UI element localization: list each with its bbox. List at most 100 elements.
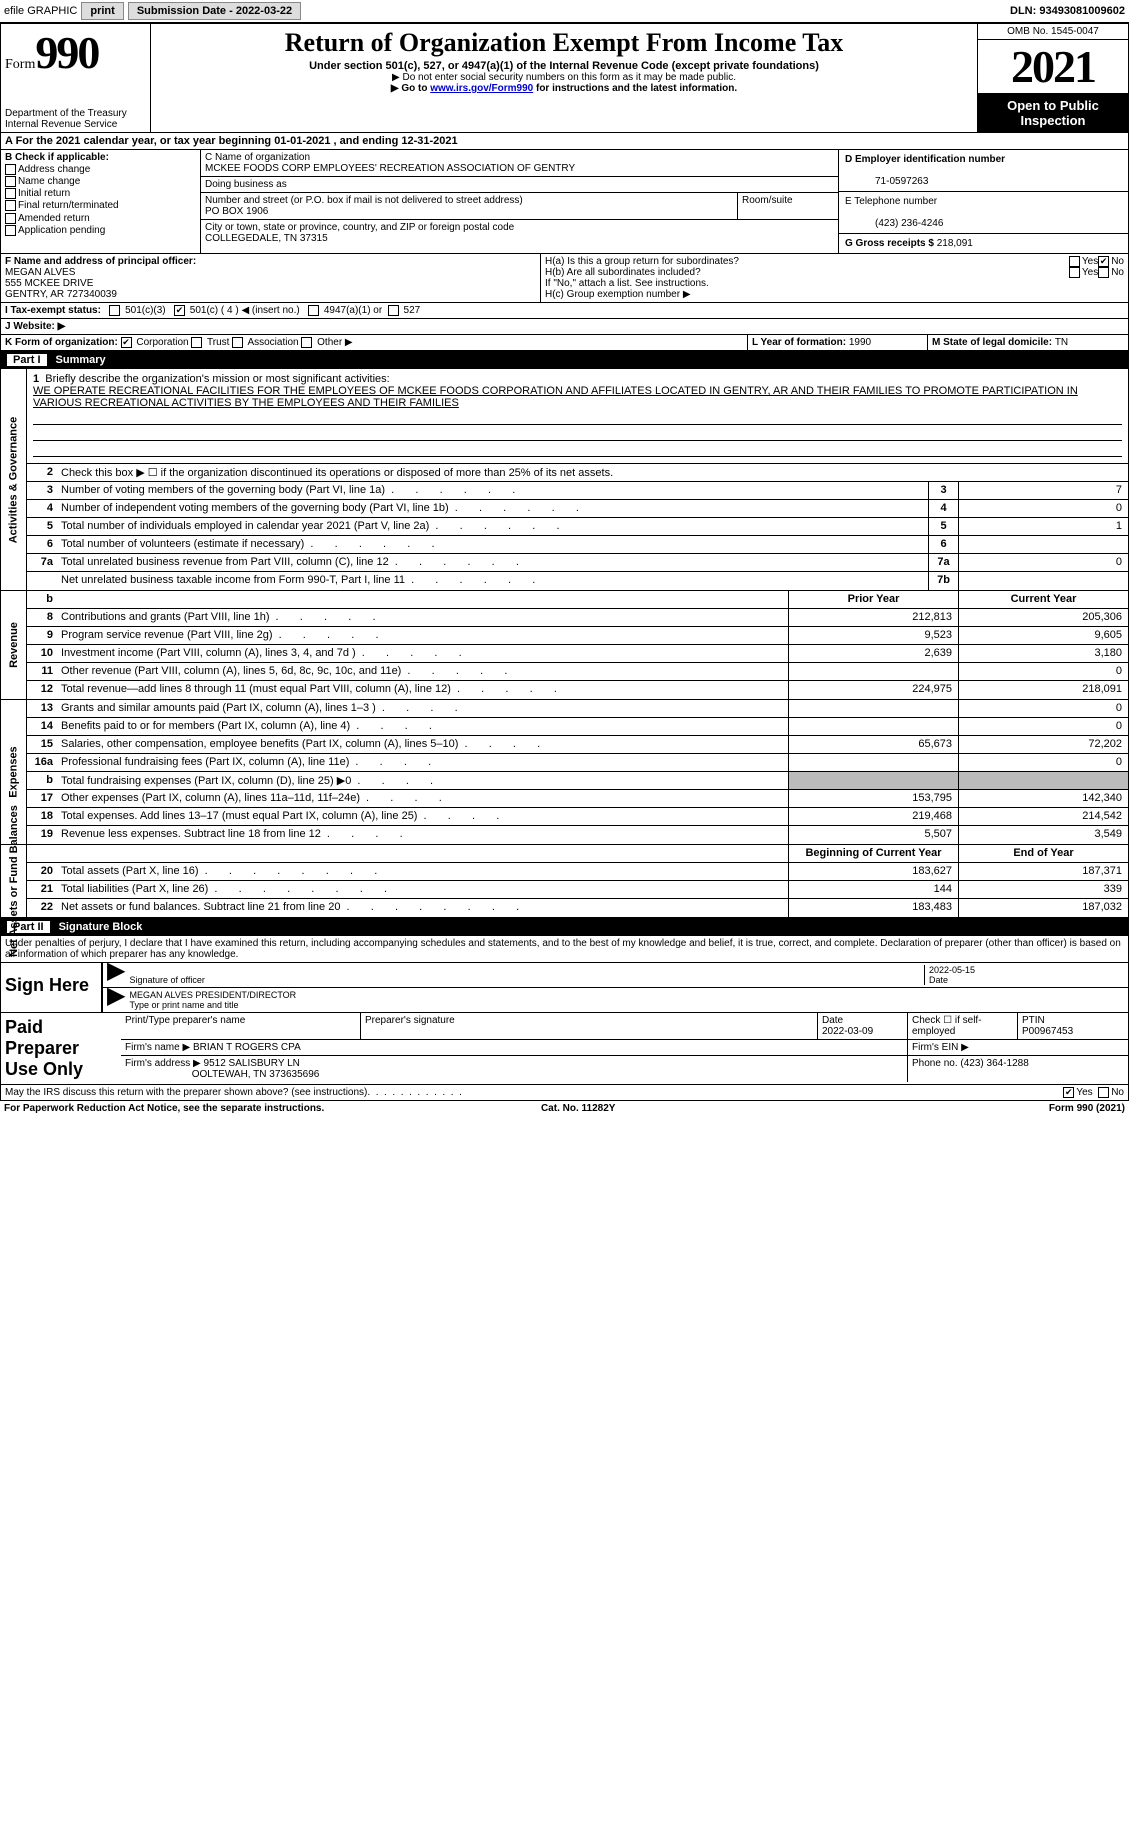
discuss-no[interactable] (1098, 1087, 1109, 1098)
line-j: J Website: ▶ (0, 319, 1129, 335)
chk-other[interactable] (301, 337, 312, 348)
chk-final-return[interactable]: Final return/terminated (5, 200, 196, 211)
hb-no[interactable] (1098, 267, 1109, 278)
chk-527[interactable] (388, 305, 399, 316)
f-label: F Name and address of principal officer: (5, 256, 196, 267)
phone-value: (423) 236-4246 (845, 218, 943, 229)
col-f: F Name and address of principal officer:… (1, 254, 541, 302)
line-klm: K Form of organization: Corporation Trus… (0, 335, 1129, 351)
officer-addr2: GENTRY, AR 727340039 (5, 289, 117, 300)
g-label: G Gross receipts $ (845, 238, 934, 249)
chk-501c3[interactable] (109, 305, 120, 316)
chk-4947[interactable] (308, 305, 319, 316)
footer-cat: Cat. No. 11282Y (541, 1103, 615, 1114)
ha-label: H(a) Is this a group return for subordin… (545, 256, 1069, 267)
paid-preparer: Paid Preparer Use Only Print/Type prepar… (0, 1013, 1129, 1085)
expense-line-14: 14Benefits paid to or for members (Part … (27, 718, 1128, 736)
form-word: Form (5, 57, 35, 72)
chk-address-change[interactable]: Address change (5, 164, 196, 175)
chk-assoc[interactable] (232, 337, 243, 348)
chk-app-pending[interactable]: Application pending (5, 225, 196, 236)
org-name: MCKEE FOODS CORP EMPLOYEES' RECREATION A… (205, 163, 575, 174)
org-name-row: C Name of organization MCKEE FOODS CORP … (201, 150, 838, 177)
sig-officer-line: ▶ Signature of officer 2022-05-15Date (103, 963, 1128, 988)
officer-addr1: 555 MCKEE DRIVE (5, 278, 93, 289)
expense-line-16a: 16aProfessional fundraising fees (Part I… (27, 754, 1128, 772)
part1-label: Part I (6, 353, 48, 367)
summary-line-6: 6Total number of volunteers (estimate if… (27, 536, 1128, 554)
expense-line-17: 17Other expenses (Part IX, column (A), l… (27, 790, 1128, 808)
summary-line-7b: Net unrelated business taxable income fr… (27, 572, 1128, 590)
chk-501c[interactable] (174, 305, 185, 316)
section-fh: F Name and address of principal officer:… (0, 254, 1129, 303)
m-label: M State of legal domicile: (932, 337, 1055, 348)
addr-value: PO BOX 1906 (205, 206, 268, 217)
b-label: B Check if applicable: (5, 152, 109, 163)
addr-label: Number and street (or P.O. box if mail i… (205, 195, 523, 206)
officer-name: MEGAN ALVES (5, 267, 75, 278)
prep-header-row: Print/Type preparer's name Preparer's si… (121, 1013, 1128, 1040)
part1-title: Summary (56, 354, 106, 366)
discuss-text: May the IRS discuss this return with the… (5, 1087, 367, 1098)
city-row: City or town, state or province, country… (201, 220, 838, 246)
chk-name-change[interactable]: Name change (5, 176, 196, 187)
irs-link[interactable]: www.irs.gov/Form990 (430, 83, 533, 94)
addr-row: Number and street (or P.O. box if mail i… (201, 193, 838, 220)
revenue-line-8: 8Contributions and grants (Part VIII, li… (27, 609, 1128, 627)
room-label: Room/suite (738, 193, 838, 219)
vtab-revenue: Revenue (1, 591, 27, 699)
dept-label: Department of the Treasury Internal Reve… (5, 108, 127, 130)
prep-date: 2022-03-09 (822, 1026, 873, 1037)
chk-corp[interactable] (121, 337, 132, 348)
hb-yes[interactable] (1069, 267, 1080, 278)
sec-expenses: Expenses 13Grants and similar amounts pa… (0, 700, 1129, 845)
tax-year: 2021 (978, 40, 1128, 94)
line-2: Check this box ▶ ☐ if the organization d… (57, 464, 1128, 481)
chk-initial-return[interactable]: Initial return (5, 188, 196, 199)
hb-note: If "No," attach a list. See instructions… (545, 278, 1124, 289)
form-number: 990 (35, 27, 98, 78)
mission-q: Briefly describe the organization's miss… (45, 373, 389, 385)
print-button[interactable]: print (81, 2, 123, 20)
form-990-logo: Form990 (5, 26, 146, 79)
part2-bar: Part II Signature Block (0, 918, 1129, 936)
ein-value: 71-0597263 (845, 176, 928, 187)
submission-date-button[interactable]: Submission Date - 2022-03-22 (128, 2, 301, 20)
line-i: I Tax-exempt status: 501(c)(3) 501(c) ( … (0, 303, 1129, 319)
discuss-row: May the IRS discuss this return with the… (0, 1085, 1129, 1101)
firm-addr-row: Firm's address ▶ 9512 SALISBURY LN OOLTE… (121, 1056, 1128, 1082)
expense-line-13: 13Grants and similar amounts paid (Part … (27, 700, 1128, 718)
hc-label: H(c) Group exemption number ▶ (545, 289, 1124, 300)
year-formation: 1990 (849, 337, 871, 348)
header-right: OMB No. 1545-0047 2021 Open to Public In… (978, 24, 1128, 132)
summary-line-3: 3Number of voting members of the governi… (27, 482, 1128, 500)
l-label: L Year of formation: (752, 337, 849, 348)
chk-amended[interactable]: Amended return (5, 213, 196, 224)
sec-activities-governance: Activities & Governance 1 Briefly descri… (0, 369, 1129, 591)
hdr-beginning: Beginning of Current Year (788, 845, 958, 862)
col-h: H(a) Is this a group return for subordin… (541, 254, 1128, 302)
efile-label: efile GRAPHIC (4, 5, 77, 17)
discuss-yes[interactable] (1063, 1087, 1074, 1098)
sign-here-label: Sign Here (1, 963, 101, 1012)
chk-trust[interactable] (191, 337, 202, 348)
line-a-calendar-year: A For the 2021 calendar year, or tax yea… (0, 133, 1129, 150)
phone-row: E Telephone number (423) 236-4246 (839, 192, 1128, 234)
firm-name: BRIAN T ROGERS CPA (193, 1042, 301, 1053)
revenue-line-12: 12Total revenue—add lines 8 through 11 (… (27, 681, 1128, 699)
part1-bar: Part I Summary (0, 351, 1129, 369)
ha-yes[interactable] (1069, 256, 1080, 267)
ha-no[interactable] (1098, 256, 1109, 267)
revenue-header: b Prior Year Current Year (27, 591, 1128, 609)
gross-receipts-row: G Gross receipts $ 218,091 (839, 234, 1128, 253)
hdr-end: End of Year (958, 845, 1128, 862)
mission-a: WE OPERATE RECREATIONAL FACILITIES FOR T… (33, 385, 1078, 409)
firm-addr1: 9512 SALISBURY LN (204, 1058, 300, 1069)
summary-line-4: 4Number of independent voting members of… (27, 500, 1128, 518)
sec-netassets: Net Assets or Fund Balances Beginning of… (0, 845, 1129, 918)
col-b-checkboxes: B Check if applicable: Address change Na… (1, 150, 201, 253)
netassets-header: Beginning of Current Year End of Year (27, 845, 1128, 863)
note-ssn: ▶ Do not enter social security numbers o… (157, 72, 971, 83)
firm-addr2: OOLTEWAH, TN 373635696 (192, 1069, 320, 1080)
summary-line-7a: 7aTotal unrelated business revenue from … (27, 554, 1128, 572)
